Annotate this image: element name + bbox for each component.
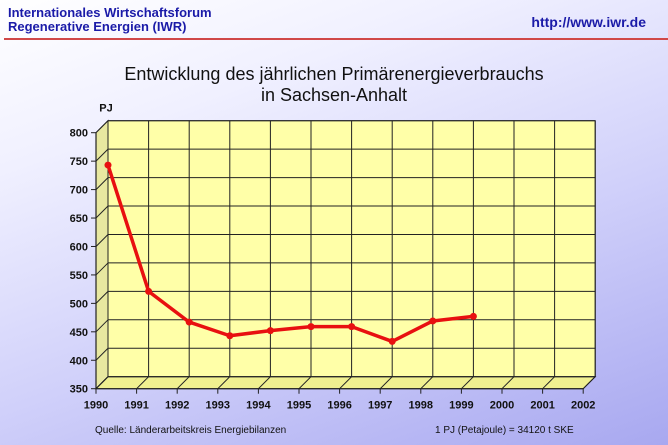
data-point (469, 312, 477, 320)
gridline-floor (258, 376, 271, 390)
x-tick-label: 1994 (246, 400, 271, 412)
gridline-floor (379, 376, 393, 390)
data-point (226, 332, 234, 340)
gridline-floor (461, 376, 474, 390)
gridline-floor (176, 376, 190, 390)
gridline-floor (298, 376, 312, 390)
gridline-left-wall (95, 148, 109, 162)
x-tick-label: 1991 (124, 400, 148, 412)
x-tick-label: 1996 (327, 400, 351, 412)
gridline-floor (582, 376, 596, 390)
data-point (145, 287, 153, 295)
data-point (185, 318, 193, 326)
data-point (266, 327, 274, 335)
org-line-2: Regenerative Energien (IWR) (8, 19, 187, 34)
x-tick-label: 1992 (165, 400, 189, 412)
y-tick-label: 400 (70, 355, 88, 367)
gridline-left-wall (95, 177, 109, 190)
x-tick-label: 1993 (206, 400, 230, 412)
gridline-floor (501, 376, 515, 390)
gridline-floor (339, 376, 352, 390)
y-tick-label: 650 (70, 213, 88, 225)
data-point (307, 323, 315, 331)
organization-name: Internationales Wirtschaftsforum Regener… (8, 6, 212, 34)
x-tick-label: 1995 (287, 400, 311, 412)
data-point (348, 323, 356, 331)
gridline-floor (420, 376, 434, 390)
chart-title: Entwicklung des jährlichen Primärenergie… (0, 64, 668, 106)
org-line-1: Internationales Wirtschaftsforum (8, 5, 212, 20)
header-divider (4, 38, 668, 40)
plot-left-wall (95, 119, 109, 390)
gridline-floor (542, 376, 555, 390)
y-tick-label: 550 (70, 270, 88, 282)
chart-title-line-1: Entwicklung des jährlichen Primärenergie… (124, 64, 544, 84)
gridline-left-wall (95, 205, 109, 219)
series-line (106, 164, 474, 344)
y-tick-label: 350 (70, 384, 88, 396)
y-tick-label: 800 (70, 128, 88, 140)
x-tick-label: 2001 (530, 400, 554, 412)
y-tick-label: 500 (70, 298, 88, 310)
y-axis-label: PJ (99, 103, 112, 115)
data-point (388, 337, 396, 345)
gridline-floor (95, 376, 109, 390)
gridline-left-wall (95, 319, 109, 333)
y-tick-label: 600 (70, 241, 88, 253)
x-tick-label: 2002 (571, 400, 595, 412)
y-tick-label: 700 (70, 185, 88, 197)
gridline-floor (136, 376, 149, 390)
data-point (104, 161, 112, 169)
x-tick-label: 1990 (84, 400, 108, 412)
x-tick-label: 1997 (368, 400, 392, 412)
chart-title-line-2: in Sachsen-Anhalt (260, 85, 408, 105)
source-note: Quelle: Länderarbeitskreis Energiebilanz… (95, 425, 287, 436)
data-point (429, 317, 437, 325)
gridline-floor (217, 376, 231, 390)
website-link[interactable]: http://www.iwr.de (531, 14, 646, 30)
y-tick-label: 750 (70, 156, 88, 168)
gridline-left-wall (95, 234, 109, 247)
x-tick-label: 1998 (409, 400, 433, 412)
gridline-left-wall (95, 347, 109, 361)
gridline-left-wall (95, 120, 109, 134)
y-tick-label: 450 (70, 327, 88, 339)
unit-note: 1 PJ (Petajoule) = 34120 t SKE (435, 425, 574, 436)
gridline-left-wall (95, 291, 109, 304)
x-tick-label: 2000 (490, 400, 514, 412)
gridline-left-wall (95, 262, 109, 276)
x-tick-label: 1999 (449, 400, 473, 412)
